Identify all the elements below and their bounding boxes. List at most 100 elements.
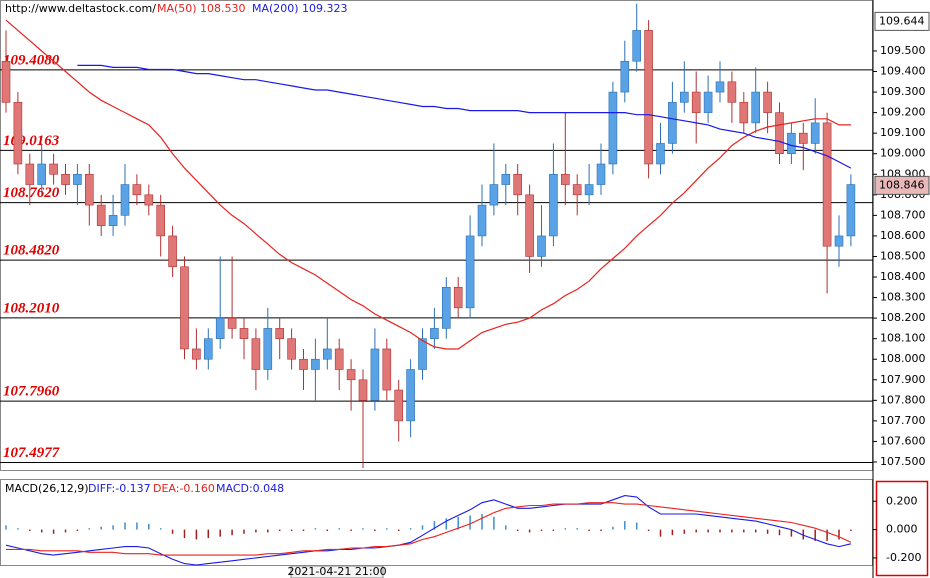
y-tick-label: 108.400 [880,270,926,283]
candle-body [132,184,142,196]
candle-body [334,348,344,370]
candle-body [156,204,165,237]
candle-body [430,328,439,339]
candle-body [322,348,332,360]
y-tick-label: 108.600 [880,229,926,242]
candle-body [465,235,475,309]
candle-body [13,102,23,165]
candle-body [739,102,749,124]
candle-body [49,163,58,175]
candle-body [763,91,772,113]
candle-body [549,173,558,237]
candle-body [120,184,130,216]
level-label: 108.4820 [3,243,60,259]
y-tick-label: 108.300 [880,291,926,304]
candle-body [108,215,118,226]
candle-body [703,91,713,113]
candle-body [525,194,534,257]
level-label: 107.4977 [3,445,60,461]
level-label: 109.0163 [3,133,60,149]
price-marker [874,175,930,195]
candle-body [73,173,82,185]
macd-axis-frame [875,480,929,577]
y-tick-label: 109.100 [880,126,926,139]
candle-body [85,173,94,206]
line-series [5,495,852,566]
level-label: 109.4080 [3,52,60,68]
candle-body [513,173,523,196]
line-series [5,19,851,350]
y-tick-label: 0.200 [886,494,918,507]
y-tick-label: 0.000 [886,523,918,536]
candle-body [192,348,201,360]
candle-body [370,348,380,401]
macd-title: MACD(26,12,9) [5,482,89,495]
level-label: 108.7620 [3,185,60,201]
candle-body [394,389,404,422]
ma50-name: MA(50) [157,2,197,15]
candle-body [691,91,701,113]
candle-body [406,369,415,422]
candle-body [1,60,11,103]
candle-body [775,112,784,155]
candle-body [287,338,296,360]
candle-body [798,132,808,144]
candle-body [560,173,570,185]
ma200-name: MA(200) [252,2,299,15]
candle-body [810,122,820,144]
candle-body [846,184,856,237]
candle-body [501,173,511,185]
candle-body [25,163,35,185]
candle-body [168,235,177,268]
candle-body [596,163,606,185]
ma50-value: 108.530 [200,2,246,15]
level-label: 108.2010 [3,300,60,316]
candle-body [441,287,451,329]
candle-body [453,287,463,309]
crosshair-time: 2021-04-21 21:00 [287,565,386,578]
site-url: http://www.deltastock.com/ [5,2,156,15]
candle-body [263,328,273,370]
candle-body [382,348,392,391]
candle-body [358,379,368,401]
candle-body [251,338,261,370]
candle-body [679,91,689,103]
candle-body [477,204,487,237]
y-tick-label: 108.200 [880,311,926,324]
candle-body [572,184,582,196]
candle-body [96,204,106,226]
level-label: 107.7960 [3,384,60,400]
candle-body [37,163,47,185]
y-tick-label: 107.800 [880,393,926,406]
line-series [6,502,852,556]
y-tick-label: 109.400 [880,65,926,78]
y-tick-label: 108.100 [880,332,926,345]
line-series [77,64,852,169]
candle-body [180,266,189,350]
candle-body [727,81,737,103]
y-tick-label: 107.900 [880,373,926,386]
candle-body [584,184,594,196]
candle-body [608,91,618,165]
dea-label: DEA:-0.160 [153,482,215,495]
candle-body [656,143,665,165]
y-tick-label: 107.700 [880,414,926,427]
price-marker-label: 108.846 [879,178,925,191]
diff-label: DIFF:-0.137 [88,482,151,495]
y-tick-label: 109.300 [880,85,926,98]
y-tick-label: 109.000 [880,147,926,160]
y-tick-label: 107.500 [880,455,926,468]
candle-body [822,122,832,247]
candle-body [239,328,249,339]
candle-body [834,235,844,247]
candle-body [668,102,677,144]
candle-body [311,358,320,370]
y-tick-label: 108.700 [880,208,926,221]
price-marker [874,11,930,31]
candle-body [787,132,796,155]
candle-body [144,194,154,206]
candle-body [418,338,427,370]
candle-body [275,328,285,339]
